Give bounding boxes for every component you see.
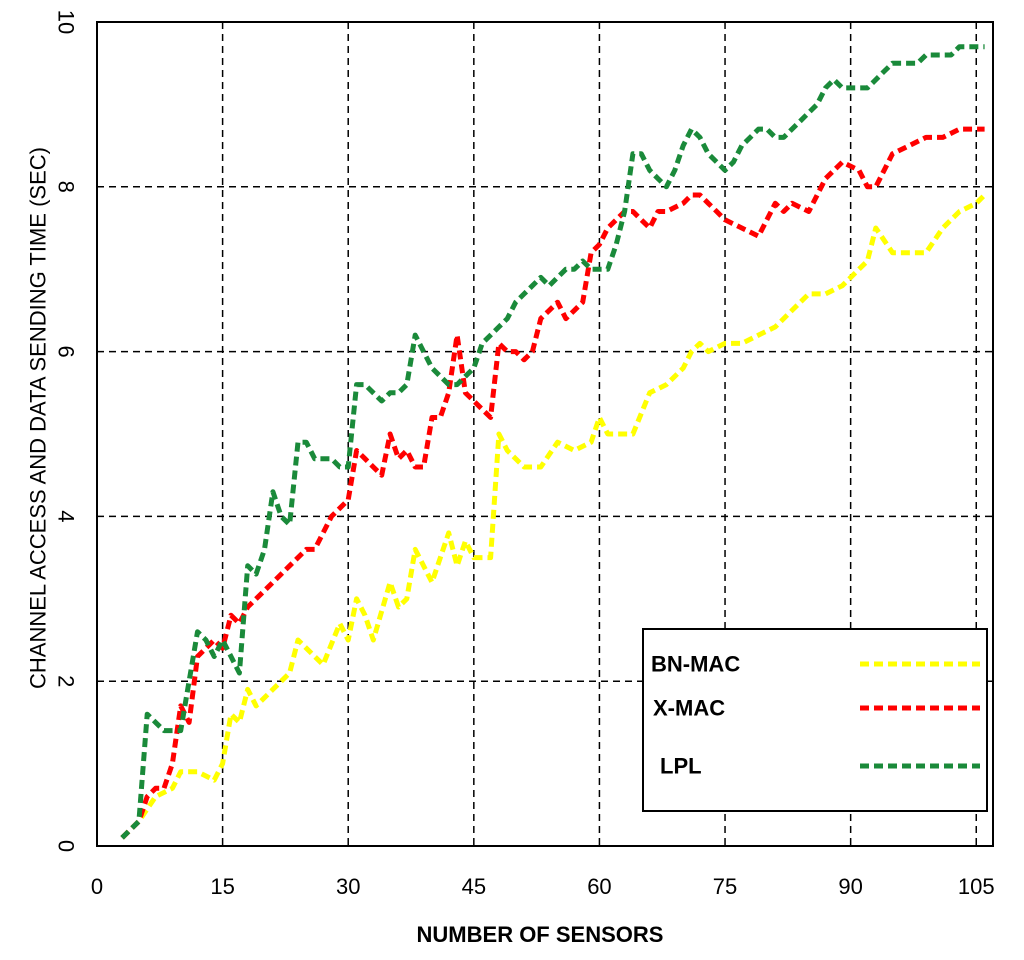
legend-label: BN-MAC (651, 652, 740, 677)
legend-label: X-MAC (653, 696, 725, 721)
x-tick-label: 75 (713, 874, 737, 899)
x-tick-label: 60 (587, 874, 611, 899)
x-tick-label: 90 (838, 874, 862, 899)
y-axis-title: CHANNEL ACCESS AND DATA SENDING TIME (SE… (26, 147, 51, 689)
series-line-x-mac (120, 126, 985, 840)
legend: BN-MAC X-MAC LPL (642, 628, 988, 812)
series-line-lpl (120, 44, 985, 840)
legend-box (642, 628, 988, 812)
series-line-bn-mac (120, 193, 987, 840)
x-axis-title: NUMBER OF SENSORS (417, 922, 664, 947)
y-tick-label: 2 (54, 675, 79, 687)
y-tick-label: 4 (54, 510, 79, 522)
x-tick-label: 45 (462, 874, 486, 899)
grid-lines (97, 22, 993, 846)
x-tick-label: 30 (336, 874, 360, 899)
y-tick-labels: 0 2 4 6 8 10 (54, 10, 79, 852)
x-tick-labels: 0 15 30 45 60 75 90 105 (91, 874, 995, 899)
x-tick-label: 0 (91, 874, 103, 899)
legend-label: LPL (660, 754, 702, 779)
y-tick-label: 10 (54, 10, 79, 34)
x-tick-label: 15 (210, 874, 234, 899)
x-tick-label: 105 (958, 874, 995, 899)
plot-frame (96, 21, 994, 847)
y-tick-label: 6 (54, 345, 79, 357)
series-lines (120, 44, 987, 840)
y-tick-label: 0 (54, 840, 79, 852)
y-tick-label: 8 (54, 181, 79, 193)
